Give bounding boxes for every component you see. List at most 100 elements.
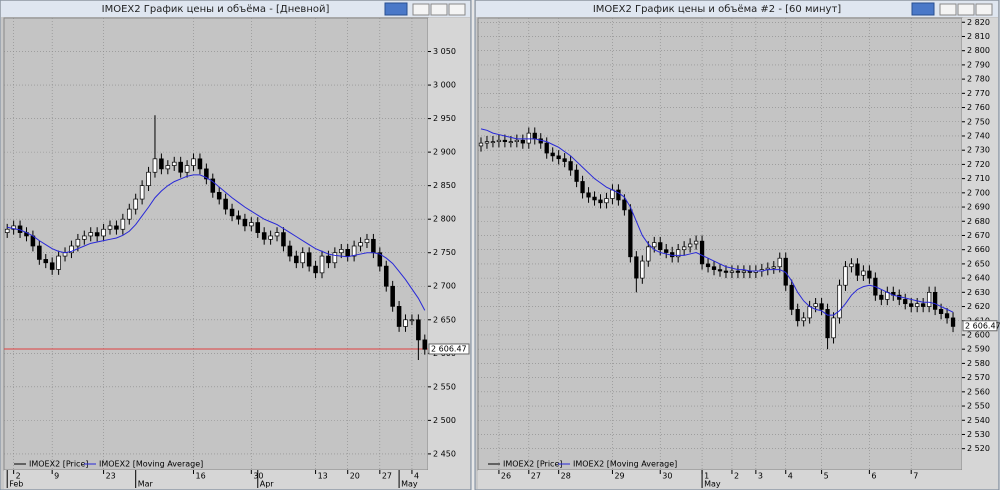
x-tick-label: 23 bbox=[106, 472, 116, 481]
candle-body bbox=[490, 141, 496, 144]
candle-body bbox=[274, 232, 280, 237]
candle-body bbox=[268, 235, 273, 240]
candle-body bbox=[580, 181, 585, 194]
candle-body bbox=[598, 199, 603, 204]
y-tick-label: 2 790 bbox=[967, 60, 990, 69]
x-tick-label: 27 bbox=[382, 472, 392, 481]
candle-body bbox=[831, 317, 836, 339]
candle-body bbox=[909, 303, 914, 307]
x-tick-label: 29 bbox=[614, 472, 624, 481]
candle-body bbox=[634, 256, 639, 279]
candle-body bbox=[640, 260, 645, 279]
candle-body bbox=[843, 266, 848, 286]
candle-body bbox=[11, 225, 16, 230]
candle-body bbox=[795, 309, 800, 322]
candle-body bbox=[514, 139, 519, 143]
y-tick-label: 2 680 bbox=[967, 217, 990, 226]
pin-button[interactable] bbox=[911, 2, 935, 16]
close-button[interactable] bbox=[448, 3, 466, 16]
x-tick-label: 5 bbox=[824, 472, 829, 481]
candle-body bbox=[178, 161, 183, 173]
x-tick-label: 3 bbox=[758, 472, 763, 481]
candle-body bbox=[801, 317, 806, 322]
candle-body bbox=[861, 270, 866, 276]
y-tick-label: 2 640 bbox=[967, 274, 990, 283]
candle-body bbox=[837, 284, 842, 319]
x-tick-label: 13 bbox=[318, 472, 328, 481]
candle-body bbox=[114, 225, 119, 230]
y-tick-label: 2 750 bbox=[967, 117, 990, 126]
y-tick-label: 2 780 bbox=[967, 75, 990, 84]
y-tick-label: 2 540 bbox=[967, 416, 990, 425]
candle-body bbox=[950, 317, 956, 327]
candle-body bbox=[249, 222, 254, 227]
x-tick-label: 7 bbox=[913, 472, 918, 481]
candle-body bbox=[82, 235, 87, 240]
candle-body bbox=[101, 228, 106, 237]
x-tick-label: 28 bbox=[561, 472, 571, 481]
pin-button[interactable] bbox=[384, 2, 408, 16]
y-tick-label: 2 720 bbox=[967, 160, 990, 169]
last-price-tag bbox=[428, 343, 470, 355]
candle-body bbox=[210, 178, 216, 193]
candle-body bbox=[390, 285, 395, 307]
candle-body bbox=[139, 185, 145, 200]
x-tick-label: 26 bbox=[501, 472, 511, 481]
candle-body bbox=[4, 228, 10, 233]
candle-body bbox=[646, 246, 651, 262]
y-tick-label: 2 900 bbox=[433, 148, 456, 157]
candle-body bbox=[879, 294, 884, 300]
candle-body bbox=[496, 139, 502, 143]
moving-average-line bbox=[7, 174, 426, 311]
candle-body bbox=[556, 155, 561, 160]
maximize-button[interactable] bbox=[957, 3, 975, 16]
candle-body bbox=[926, 291, 932, 307]
candle-body bbox=[687, 243, 693, 248]
candle-body bbox=[383, 265, 389, 287]
y-tick-label: 2 670 bbox=[967, 231, 990, 240]
minimize-button[interactable] bbox=[939, 3, 957, 16]
x-tick-label: 16 bbox=[196, 472, 206, 481]
y-tick-label: 2 770 bbox=[967, 89, 990, 98]
candle-body bbox=[777, 257, 782, 268]
candle-body bbox=[915, 303, 920, 307]
last-price-label: 2 606.47 bbox=[431, 344, 467, 353]
candle-body bbox=[711, 266, 717, 270]
close-button[interactable] bbox=[975, 3, 993, 16]
window-title: IMOEX2 График цены и объёма #2 - [60 мин… bbox=[593, 4, 841, 15]
candle-body bbox=[88, 232, 94, 237]
candle-body bbox=[652, 242, 657, 248]
title-bar bbox=[476, 1, 998, 17]
candle-body bbox=[351, 245, 357, 257]
x-tick-label: 2 bbox=[16, 472, 21, 481]
candle-body bbox=[938, 309, 944, 314]
candle-body bbox=[741, 270, 747, 273]
month-label: Feb bbox=[9, 480, 23, 489]
maximize-button[interactable] bbox=[430, 3, 448, 16]
candle-body bbox=[364, 238, 370, 244]
candle-body bbox=[69, 245, 74, 254]
y-tick-label: 2 850 bbox=[433, 181, 456, 190]
candle-body bbox=[371, 238, 376, 254]
minimize-button[interactable] bbox=[412, 3, 430, 16]
candle-body bbox=[409, 319, 415, 322]
x-tick-label: 9 bbox=[54, 472, 59, 481]
candle-body bbox=[152, 158, 158, 173]
x-tick-label: 1 bbox=[704, 472, 709, 481]
month-label: Apr bbox=[260, 480, 275, 489]
y-tick-label: 2 730 bbox=[967, 146, 990, 155]
y-tick-label: 2 580 bbox=[967, 359, 990, 368]
candle-body bbox=[197, 158, 203, 170]
candle-body bbox=[345, 249, 350, 257]
legend-label: IMOEX2 [Price] bbox=[29, 460, 88, 469]
candle-body bbox=[319, 255, 325, 274]
candle-body bbox=[107, 225, 113, 230]
candle-body bbox=[699, 240, 705, 265]
candle-body bbox=[120, 218, 126, 230]
title-bar bbox=[1, 1, 470, 17]
candle-body bbox=[693, 240, 699, 245]
candle-body bbox=[75, 238, 81, 247]
y-tick-label: 2 740 bbox=[967, 131, 990, 140]
candle-body bbox=[37, 245, 42, 260]
candle-body bbox=[287, 245, 293, 257]
